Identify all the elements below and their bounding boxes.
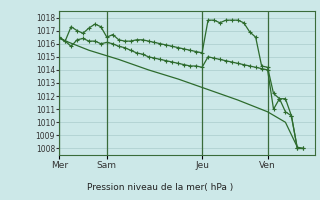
Text: Pression niveau de la mer( hPa ): Pression niveau de la mer( hPa ) [87,183,233,192]
